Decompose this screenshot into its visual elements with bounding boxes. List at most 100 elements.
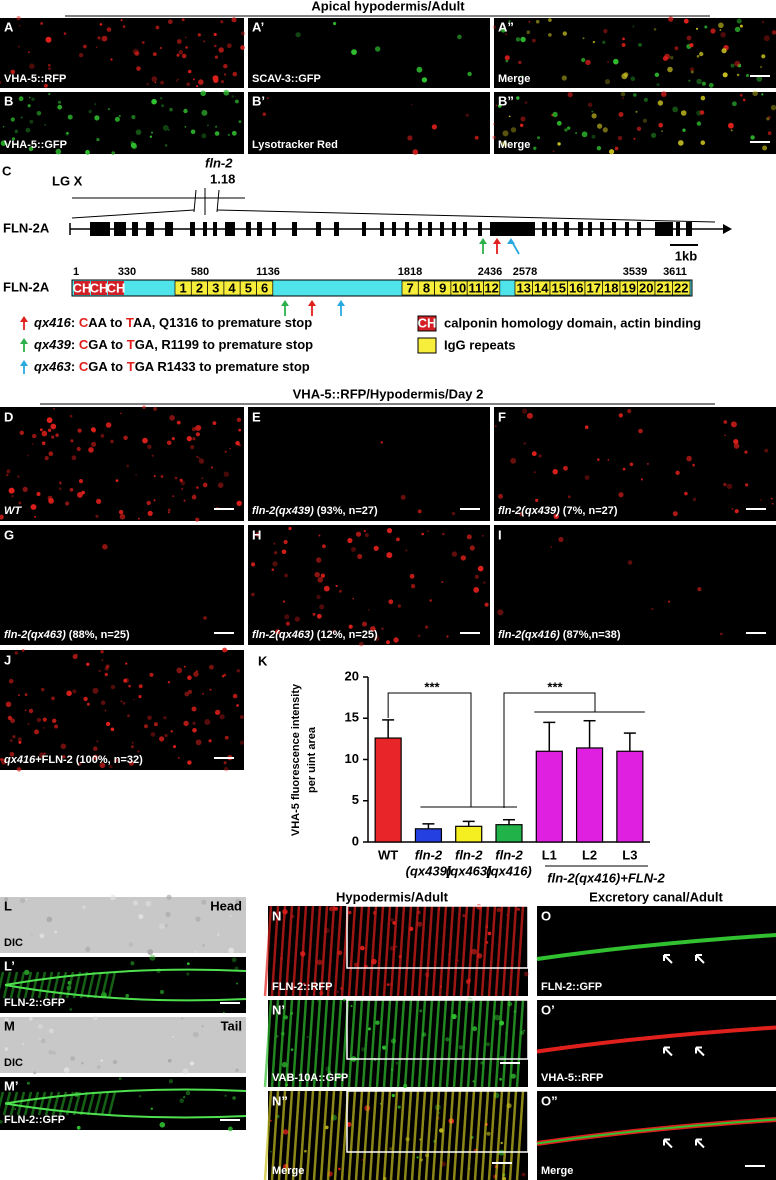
micrograph-speck	[105, 721, 111, 727]
micrograph-stripe	[277, 1090, 287, 1180]
micrograph-speck	[200, 90, 206, 97]
micrograph-speck	[62, 755, 66, 759]
micrograph-stripe	[452, 999, 462, 1088]
micrograph-speck	[771, 30, 776, 35]
micrograph-speck	[195, 517, 200, 522]
micrograph-stripe	[382, 905, 392, 997]
micrograph-speck	[477, 565, 484, 572]
micrograph-stripe	[284, 905, 294, 997]
micrograph-speck	[34, 515, 37, 518]
panel-caption: qx416+FLN-2 (100%, n=32)	[4, 754, 143, 766]
exon	[600, 222, 604, 236]
micrograph-speck	[275, 629, 281, 635]
micrograph-speck	[607, 61, 609, 63]
micrograph-speck	[36, 111, 42, 116]
micrograph-speck	[27, 454, 30, 457]
micrograph-speck	[31, 443, 34, 445]
micrograph	[0, 897, 246, 953]
micrograph-speck	[386, 528, 393, 534]
micrograph-speck	[100, 1059, 104, 1062]
micrograph-stripe	[459, 999, 469, 1088]
micrograph-speck	[208, 739, 212, 743]
micrograph-stripe	[72, 1091, 82, 1116]
legend-igg	[417, 337, 437, 354]
micrograph-speck	[201, 899, 207, 905]
micrograph-speck	[114, 758, 118, 763]
residue-number: 2578	[513, 266, 537, 278]
micrograph-speck	[166, 894, 172, 900]
micrograph-stripe	[459, 905, 469, 997]
micrograph-speck	[153, 406, 158, 411]
micrograph-stripe	[382, 999, 392, 1088]
micrograph-speck	[99, 23, 103, 26]
micrograph-speck	[762, 145, 768, 151]
exon	[257, 222, 262, 236]
micrograph-speck	[690, 70, 694, 74]
micrograph-speck	[736, 73, 740, 77]
micrograph-speck	[39, 428, 43, 432]
micrograph-speck	[91, 441, 97, 447]
micrograph-speck	[733, 443, 740, 449]
mutation-text: C	[79, 315, 89, 330]
micrograph-speck	[196, 456, 198, 458]
micrograph	[537, 1000, 776, 1087]
micrograph-speck	[131, 115, 136, 120]
micrograph-speck	[94, 103, 96, 105]
micrograph-speck	[149, 672, 154, 677]
micrograph-speck	[417, 921, 423, 927]
micrograph-speck	[427, 530, 429, 533]
panel-caption: Merge	[498, 139, 530, 151]
micrograph-speck	[618, 413, 623, 418]
micrograph-speck	[523, 971, 529, 977]
micrograph-speck	[397, 604, 401, 608]
repeat-number: 11	[468, 280, 482, 295]
micrograph-speck	[215, 711, 219, 715]
micrograph-speck	[198, 79, 204, 85]
micrograph-speck	[646, 462, 649, 465]
exon	[686, 222, 692, 236]
micrograph-speck	[168, 19, 173, 25]
micrograph-speck	[184, 36, 187, 39]
micrograph-speck	[474, 135, 479, 140]
exon	[405, 222, 409, 236]
micrograph-speck	[72, 654, 78, 660]
micrograph-speck	[227, 133, 230, 136]
micrograph-speck	[122, 701, 126, 705]
micrograph-speck	[417, 509, 422, 514]
micrograph-speck	[425, 625, 429, 629]
micrograph-speck	[723, 420, 728, 424]
micrograph-speck	[128, 942, 134, 947]
bar	[374, 737, 402, 843]
micrograph-speck	[697, 587, 702, 592]
y-tick-label: 10	[345, 751, 359, 766]
micrograph-speck	[163, 716, 167, 720]
micrograph-speck	[696, 55, 700, 58]
micrograph-speck	[83, 44, 87, 49]
micrograph-speck	[661, 91, 667, 97]
micrograph-stripe	[354, 999, 364, 1088]
micrograph-speck	[118, 509, 124, 515]
micrograph-stripe	[452, 905, 462, 997]
micrograph-speck	[123, 435, 128, 440]
micrograph-speck	[391, 1093, 395, 1098]
micrograph-speck	[88, 447, 94, 453]
micrograph-speck	[471, 948, 477, 955]
micrograph-speck	[335, 584, 338, 588]
micrograph-speck	[179, 478, 183, 482]
micrograph-speck	[48, 1028, 54, 1034]
panel-caption: fln-2(qx439) (7%, n=27)	[498, 505, 618, 517]
exon	[655, 222, 673, 236]
panel-label: C	[2, 163, 12, 178]
micrograph-stripe	[107, 1091, 117, 1116]
repeat-number: 20	[639, 280, 653, 295]
micrograph-speck	[54, 930, 58, 934]
micrograph-speck	[363, 529, 366, 533]
micrograph-speck	[609, 149, 615, 155]
micrograph-speck	[231, 130, 237, 136]
micrograph-speck	[100, 434, 105, 438]
micrograph-speck	[78, 53, 84, 58]
locus-tick	[216, 189, 220, 213]
micrograph-speck	[146, 500, 151, 506]
micrograph-speck	[159, 1122, 166, 1128]
micrograph-speck	[460, 555, 466, 561]
